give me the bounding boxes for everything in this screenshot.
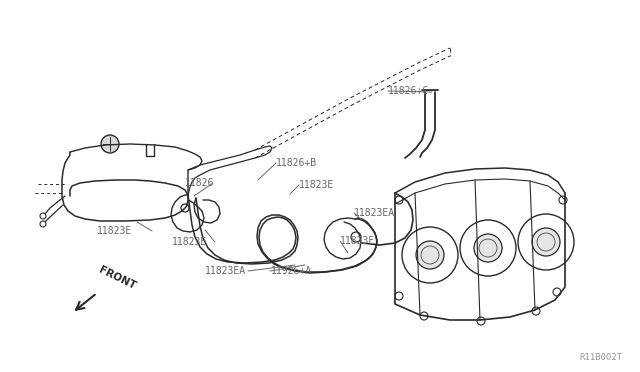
Circle shape [532,228,560,256]
Circle shape [416,241,444,269]
Text: 11823E: 11823E [299,180,334,190]
Text: 11823E: 11823E [97,226,132,236]
Circle shape [474,234,502,262]
Circle shape [101,135,119,153]
Text: 11826+C: 11826+C [388,86,429,96]
Text: 11823EA: 11823EA [354,208,395,218]
Text: 11826: 11826 [185,178,214,188]
Text: 11926+A: 11926+A [271,266,312,276]
Text: 11823E: 11823E [340,236,375,246]
Text: 11826+B: 11826+B [276,158,317,168]
Text: 11823EA: 11823EA [205,266,246,276]
Text: R11B002T: R11B002T [579,353,622,362]
Text: FRONT: FRONT [97,264,137,291]
Text: 11823E: 11823E [172,237,207,247]
